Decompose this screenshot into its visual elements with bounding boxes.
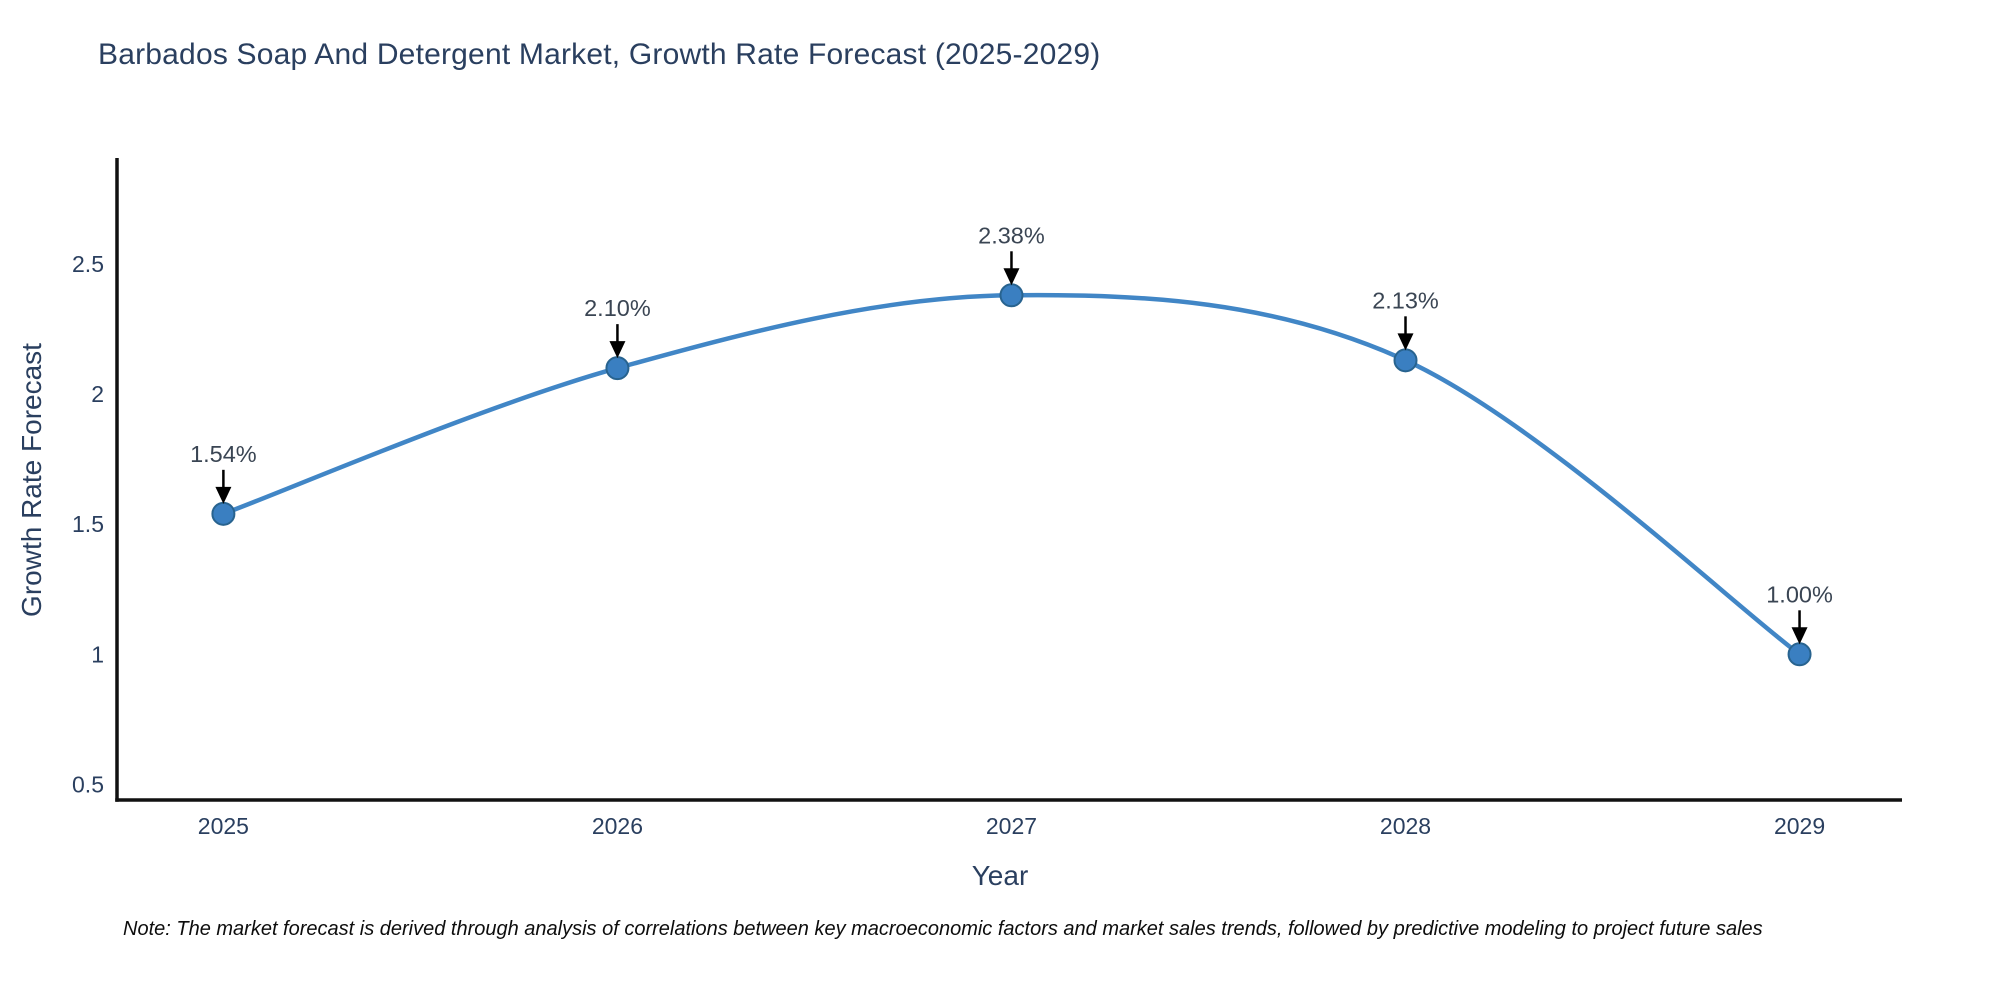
annotation-arrowhead [1791,627,1808,645]
data-point-marker [1787,642,1812,667]
data-point-marker [999,283,1024,308]
annotation-arrowhead [1003,268,1020,286]
x-tick-label: 2025 [198,813,249,839]
y-tick-label: 1.5 [72,511,104,537]
x-tick-label: 2026 [592,813,643,839]
y-tick-label: 2.5 [72,251,104,277]
data-label: 2.10% [584,295,651,321]
y-tick-label: 0.5 [72,771,104,797]
data-point-marker [211,501,236,526]
y-tick-label: 2 [91,381,104,407]
data-label: 2.38% [978,222,1045,248]
data-point-marker [605,356,630,381]
data-label: 2.13% [1372,287,1439,313]
chart-title: Barbados Soap And Detergent Market, Grow… [98,38,1101,71]
annotation-arrowhead [1397,333,1414,351]
x-tick-label: 2029 [1774,813,1825,839]
x-tick-label: 2027 [986,813,1037,839]
y-tick-label: 1 [91,641,104,667]
x-tick-label: 2028 [1380,813,1431,839]
annotation-arrowhead [215,486,232,504]
data-label: 1.00% [1766,581,1833,607]
series-line [221,292,1802,657]
x-axis-title: Year [971,860,1029,891]
annotation-arrowhead [609,341,626,359]
data-point-marker [1393,348,1418,373]
data-label: 1.54% [190,441,257,467]
footnote: Note: The market forecast is derived thr… [123,918,1763,940]
